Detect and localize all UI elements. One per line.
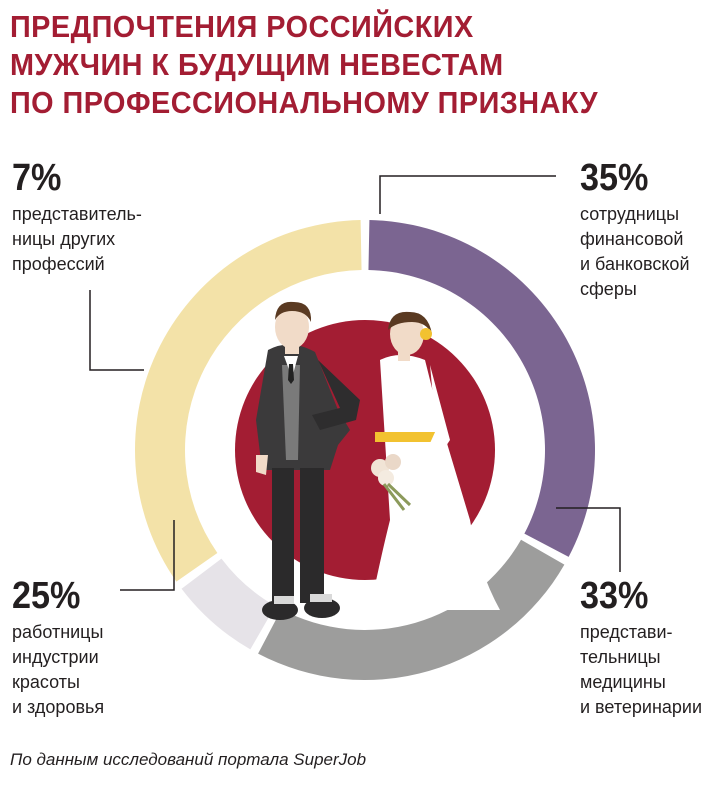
slice-finance [135,220,362,582]
label-medicine-desc-line: медицины [580,672,666,692]
label-other-desc-line: представитель- [12,204,142,224]
label-finance-desc-line: финансовой [580,229,684,249]
label-finance: 35% сотрудницы финансовой и банковской с… [580,158,690,302]
chart-title: ПРЕДПОЧТЕНИЯ РОССИЙСКИХ МУЖЧИН К БУДУЩИМ… [10,8,598,122]
groom-trousers-right [300,468,324,603]
label-other-value: 7% [12,157,62,199]
label-medicine-desc-line: представи- [580,622,673,642]
leader-lines [89,175,621,591]
label-beauty: 25% работницы индустрии красоты и здоров… [12,576,104,720]
title-line-3: ПО ПРОФЕССИОНАЛЬНОМУ ПРИЗНАКУ [10,85,599,120]
groom-head [275,305,309,349]
bride-hair-flower [420,328,432,340]
label-medicine-desc-line: и ветеринарии [580,697,703,717]
groom-arm [312,360,360,430]
bouquet [371,454,412,511]
label-other-desc-line: профессий [12,254,105,274]
label-finance-desc: сотрудницы финансовой и банковской сферы [580,202,690,302]
groom-shoe-left [262,600,298,620]
label-other-desc: представитель- ницы других профессий [12,202,142,277]
groom-shoe-right [304,598,340,618]
slice-medicine [368,220,595,557]
label-beauty-desc-line: и здоровья [12,697,105,717]
label-medicine-value: 33% [580,575,649,617]
label-beauty-desc-line: индустрии [12,647,99,667]
groom-hand [256,455,268,475]
bride-arm [420,365,450,470]
title-line-1: ПРЕДПОЧТЕНИЯ РОССИЙСКИХ [10,9,474,44]
couple-illustration [256,301,500,620]
label-finance-desc-line: сферы [580,279,637,299]
label-other-desc-line: ницы других [12,229,116,249]
groom-spat-right [310,594,332,602]
bride-figure [370,311,500,610]
label-medicine-desc-line: тельницы [580,647,661,667]
groom-hair [275,301,312,322]
slice-other [181,558,276,650]
groom-figure [256,301,360,620]
label-finance-desc-line: и банковской [580,254,690,274]
bride-dress [370,355,500,610]
leader-line-other [89,290,144,371]
label-finance-desc-line: сотрудницы [580,204,680,224]
leader-line-beauty [120,520,175,591]
label-finance-value: 35% [580,157,649,199]
label-medicine-desc: представи- тельницы медицины и ветеринар… [580,620,702,720]
label-beauty-value: 25% [12,575,81,617]
source-note: По данным исследований портала SuperJob [10,750,367,769]
groom-spat-left [274,596,294,604]
groom-tie [288,364,294,384]
bride-hair [388,311,432,334]
label-beauty-desc-line: работницы [12,622,104,642]
groom-trousers-left [272,468,294,603]
label-beauty-desc-line: красоты [12,672,80,692]
label-medicine: 33% представи- тельницы медицины и ветер… [580,576,702,720]
label-beauty-desc: работницы индустрии красоты и здоровья [12,620,104,720]
title-line-2: МУЖЧИН К БУДУЩИМ НЕВЕСТАМ [10,47,504,82]
label-other: 7% представитель- ницы других профессий [12,158,142,277]
leader-line-medicine [556,507,621,572]
groom-vest [282,365,300,460]
bride-sash [375,432,437,442]
slice-beauty [258,539,565,680]
donut-slices [135,220,595,680]
groom-jacket [256,344,350,470]
leader-line-finance [379,175,556,214]
